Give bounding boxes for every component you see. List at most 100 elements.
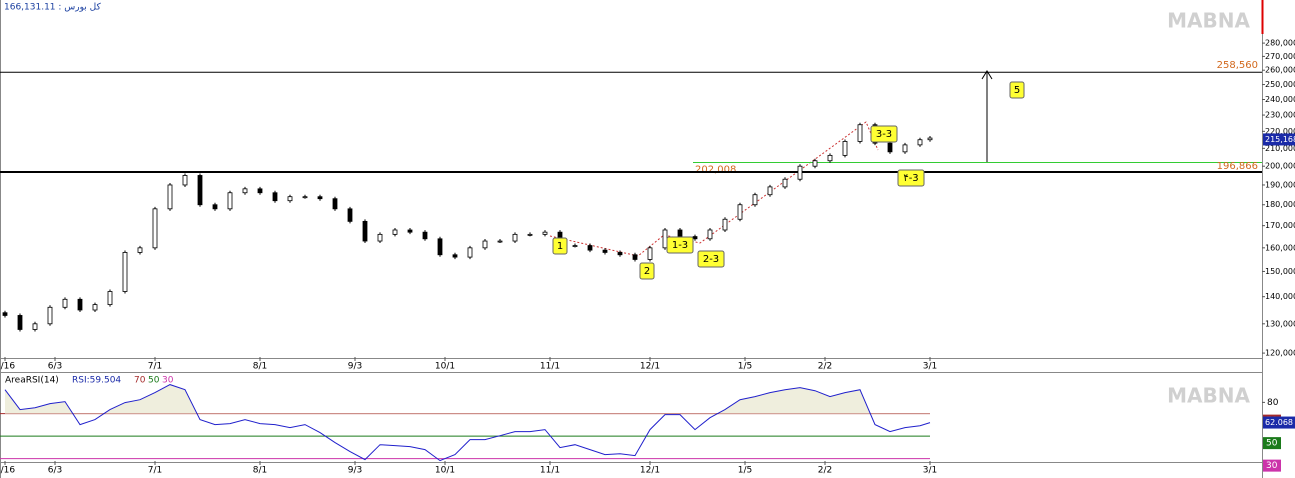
last-value-label: 62.068 bbox=[1265, 418, 1293, 427]
y-tick-label: 80 bbox=[1267, 398, 1279, 408]
y-tick-label: 160,000 bbox=[1265, 243, 1295, 252]
candle-body bbox=[632, 254, 638, 260]
candle-body bbox=[347, 208, 353, 222]
candle-body bbox=[767, 186, 773, 196]
y-tick-label: 120,000 bbox=[1265, 349, 1295, 358]
x-tick-label: 2/2 bbox=[818, 466, 832, 476]
candle-body bbox=[527, 233, 533, 236]
x-tick-label: 5/16 bbox=[0, 466, 15, 476]
level-label: 258,560 bbox=[1217, 60, 1258, 71]
wave-label: 2 bbox=[644, 266, 650, 277]
level-label: 202,008 bbox=[695, 165, 736, 176]
candle-body bbox=[182, 175, 188, 186]
level-box-label: 30 bbox=[1266, 461, 1278, 471]
candle-body bbox=[197, 175, 203, 206]
candle-body bbox=[257, 188, 263, 194]
candle-body bbox=[107, 291, 113, 306]
level-title: 50 bbox=[148, 376, 160, 386]
y-tick-label: 280,000 bbox=[1265, 39, 1295, 48]
candle-body bbox=[152, 208, 158, 249]
candle-body bbox=[812, 160, 818, 167]
candle-body bbox=[122, 252, 128, 292]
level-label: 196,866 bbox=[1217, 161, 1258, 172]
rsi-reading: RSI:59.504 bbox=[72, 376, 121, 386]
x-tick-label: 3/1 bbox=[923, 466, 937, 476]
candle-body bbox=[377, 233, 383, 242]
wave-label-box bbox=[870, 125, 898, 143]
y-tick-label: 220,000 bbox=[1265, 127, 1295, 136]
candle-body bbox=[782, 178, 788, 188]
candle-body bbox=[542, 231, 548, 235]
y-tick-label: 190,000 bbox=[1265, 180, 1295, 189]
rsi-area bbox=[5, 384, 930, 414]
candle-body bbox=[227, 192, 233, 210]
candle-body bbox=[242, 188, 248, 194]
candle-body bbox=[602, 249, 608, 253]
wave-label-box bbox=[639, 262, 655, 280]
wave-label: 3-3 bbox=[876, 129, 892, 140]
x-tick-label: 11/1 bbox=[540, 466, 560, 476]
y-tick-label: 150,000 bbox=[1265, 267, 1295, 276]
candle-body bbox=[467, 247, 473, 258]
x-tick-label: 8/1 bbox=[253, 362, 267, 372]
candle-body bbox=[497, 240, 503, 243]
x-tick-label: 2/2 bbox=[818, 362, 832, 372]
candle-body bbox=[512, 233, 518, 242]
wave-label-box bbox=[552, 237, 568, 255]
x-tick-label: 1/5 bbox=[738, 466, 752, 476]
x-tick-label: 6/3 bbox=[48, 466, 62, 476]
candle-body bbox=[47, 306, 53, 325]
level-box bbox=[1263, 437, 1281, 450]
wave-label: 2-3 bbox=[703, 254, 719, 265]
level-title: 70 bbox=[134, 376, 146, 386]
watermark: MABNA bbox=[1167, 9, 1250, 33]
candle-body bbox=[32, 323, 38, 330]
candle-body bbox=[62, 298, 68, 308]
rsi-line bbox=[4, 384, 931, 462]
y-tick-label: 180,000 bbox=[1265, 200, 1295, 209]
wave-label: 1-3 bbox=[672, 240, 688, 251]
candle-body bbox=[677, 229, 683, 237]
y-tick-label: 140,000 bbox=[1265, 292, 1295, 301]
watermark: MABNA bbox=[1167, 384, 1250, 408]
y-tick-label: 210,000 bbox=[1265, 144, 1295, 153]
level-box-label: 50 bbox=[1266, 439, 1278, 449]
candle-body bbox=[617, 252, 623, 256]
y-tick-label: 170,000 bbox=[1265, 221, 1295, 230]
x-tick-label: 12/1 bbox=[640, 466, 660, 476]
x-tick-label: 3/1 bbox=[923, 362, 937, 372]
candle-body bbox=[92, 304, 98, 311]
wave-label: 1 bbox=[557, 241, 563, 252]
candle-body bbox=[77, 298, 83, 311]
x-tick-label: 9/3 bbox=[348, 362, 362, 372]
candle-body bbox=[332, 198, 338, 210]
wave-label: ۴-3 bbox=[903, 173, 918, 184]
x-tick-label: 6/3 bbox=[48, 362, 62, 372]
y-tick-label: 200,000 bbox=[1265, 162, 1295, 171]
x-tick-label: 10/1 bbox=[435, 466, 455, 476]
candle-body bbox=[572, 245, 578, 247]
x-tick-label: 1/5 bbox=[738, 362, 752, 372]
last-value-box bbox=[1263, 416, 1295, 429]
x-tick-label: 11/1 bbox=[540, 362, 560, 372]
candle-body bbox=[587, 245, 593, 251]
level-title: 30 bbox=[162, 376, 174, 386]
x-tick-label: 8/1 bbox=[253, 466, 267, 476]
y-tick-label: 230,000 bbox=[1265, 111, 1295, 120]
candle-body bbox=[302, 196, 308, 199]
candle-body bbox=[857, 124, 863, 142]
candle-body bbox=[392, 229, 398, 235]
candle-body bbox=[752, 194, 758, 206]
index-header: 166,131.11 : کل بورس bbox=[4, 3, 101, 13]
wave-label-box bbox=[666, 236, 694, 254]
last-price-box bbox=[1263, 133, 1295, 146]
candle-body bbox=[707, 229, 713, 240]
target-arrowhead bbox=[981, 70, 993, 80]
x-tick-label: 7/1 bbox=[148, 362, 162, 372]
last-price-label: 215,168 bbox=[1265, 135, 1295, 144]
y-tick-label: 250,000 bbox=[1265, 80, 1295, 89]
y-tick-label: 130,000 bbox=[1265, 319, 1295, 328]
candle-body bbox=[722, 218, 728, 231]
candle-body bbox=[927, 137, 933, 141]
